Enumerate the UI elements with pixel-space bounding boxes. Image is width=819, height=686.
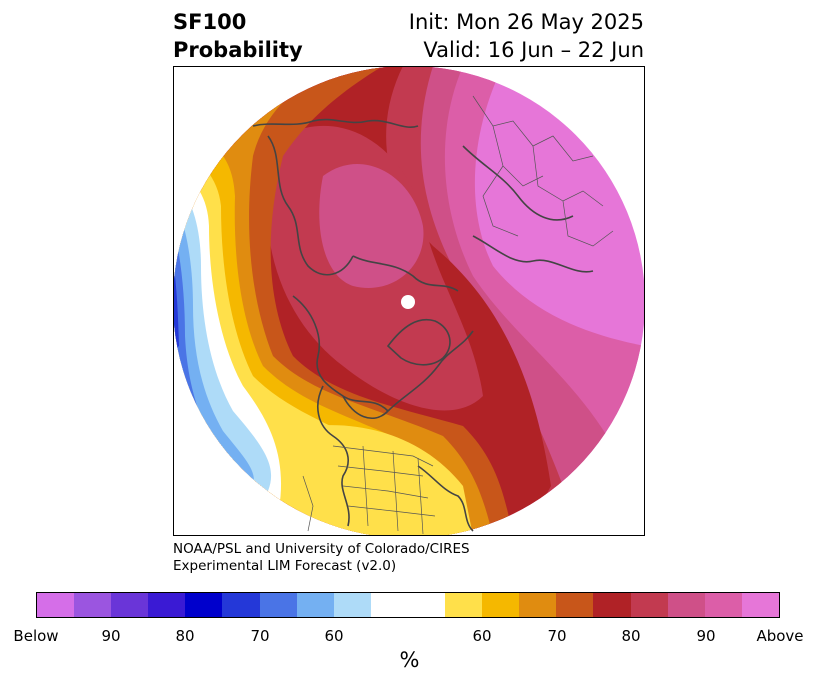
colorbar-tick-label: 80 [621, 627, 641, 645]
colorbar-segment [74, 593, 112, 617]
title-line-2: Probability [173, 38, 303, 62]
colorbar-tick-label: 60 [324, 627, 344, 645]
colorbar-tick-label: 90 [101, 627, 121, 645]
colorbar-segment [148, 593, 186, 617]
colorbar-segment [482, 593, 520, 617]
colorbar-segment [445, 593, 483, 617]
field-below-70 [173, 261, 179, 351]
colorbar-unit: % [399, 648, 420, 672]
political-borders [302, 95, 614, 535]
colorbar-tick-label: 90 [696, 627, 716, 645]
forecast-dates: Init: Mon 26 May 2025 Valid: 16 Jun – 22… [409, 8, 644, 64]
colorbar [36, 592, 780, 618]
colorbar-segment [259, 593, 297, 617]
pole-marker [401, 295, 415, 309]
colorbar-segment [333, 593, 371, 617]
colorbar-segment [519, 593, 557, 617]
colorbar-segment [222, 593, 260, 617]
colorbar-tick-label: 70 [547, 627, 567, 645]
credit-line-2: Experimental LIM Forecast (v2.0) [173, 558, 397, 574]
colorbar-segment [185, 593, 223, 617]
colorbar-segment [741, 593, 779, 617]
colorbar-segment [296, 593, 334, 617]
field-55-america [303, 425, 473, 536]
colorbar-segment [407, 593, 446, 617]
map-border [173, 66, 645, 536]
credit-line-1: NOAA/PSL and University of Colorado/CIRE… [173, 541, 470, 557]
colorbar-segment [37, 593, 75, 617]
forecast-map [173, 66, 645, 536]
colorbar-tick-label: 70 [250, 627, 270, 645]
credits: NOAA/PSL and University of Colorado/CIRE… [173, 541, 470, 575]
map-panel [173, 66, 645, 536]
map-title: SF100 Probability [173, 8, 303, 64]
colorbar-tick-label: 60 [472, 627, 492, 645]
colorbar-tick-label: Above [756, 627, 804, 645]
colorbar-segment [111, 593, 149, 617]
title-line-1: SF100 [173, 10, 247, 34]
colorbar-segment [667, 593, 705, 617]
colorbar-segment [556, 593, 594, 617]
colorbar-tick-labels: Below 90 80 70 60 60 70 80 90 Above [0, 627, 819, 647]
colorbar-segment [370, 593, 408, 617]
colorbar-tick-label: Below [13, 627, 59, 645]
init-date: Init: Mon 26 May 2025 [408, 10, 644, 34]
field-85-core [319, 164, 424, 288]
valid-date: Valid: 16 Jun – 22 Jun [423, 38, 644, 62]
colorbar-segment [593, 593, 631, 617]
coastlines [252, 118, 594, 532]
colorbar-segment [704, 593, 742, 617]
colorbar-tick-label: 80 [175, 627, 195, 645]
colorbar-segment [630, 593, 668, 617]
